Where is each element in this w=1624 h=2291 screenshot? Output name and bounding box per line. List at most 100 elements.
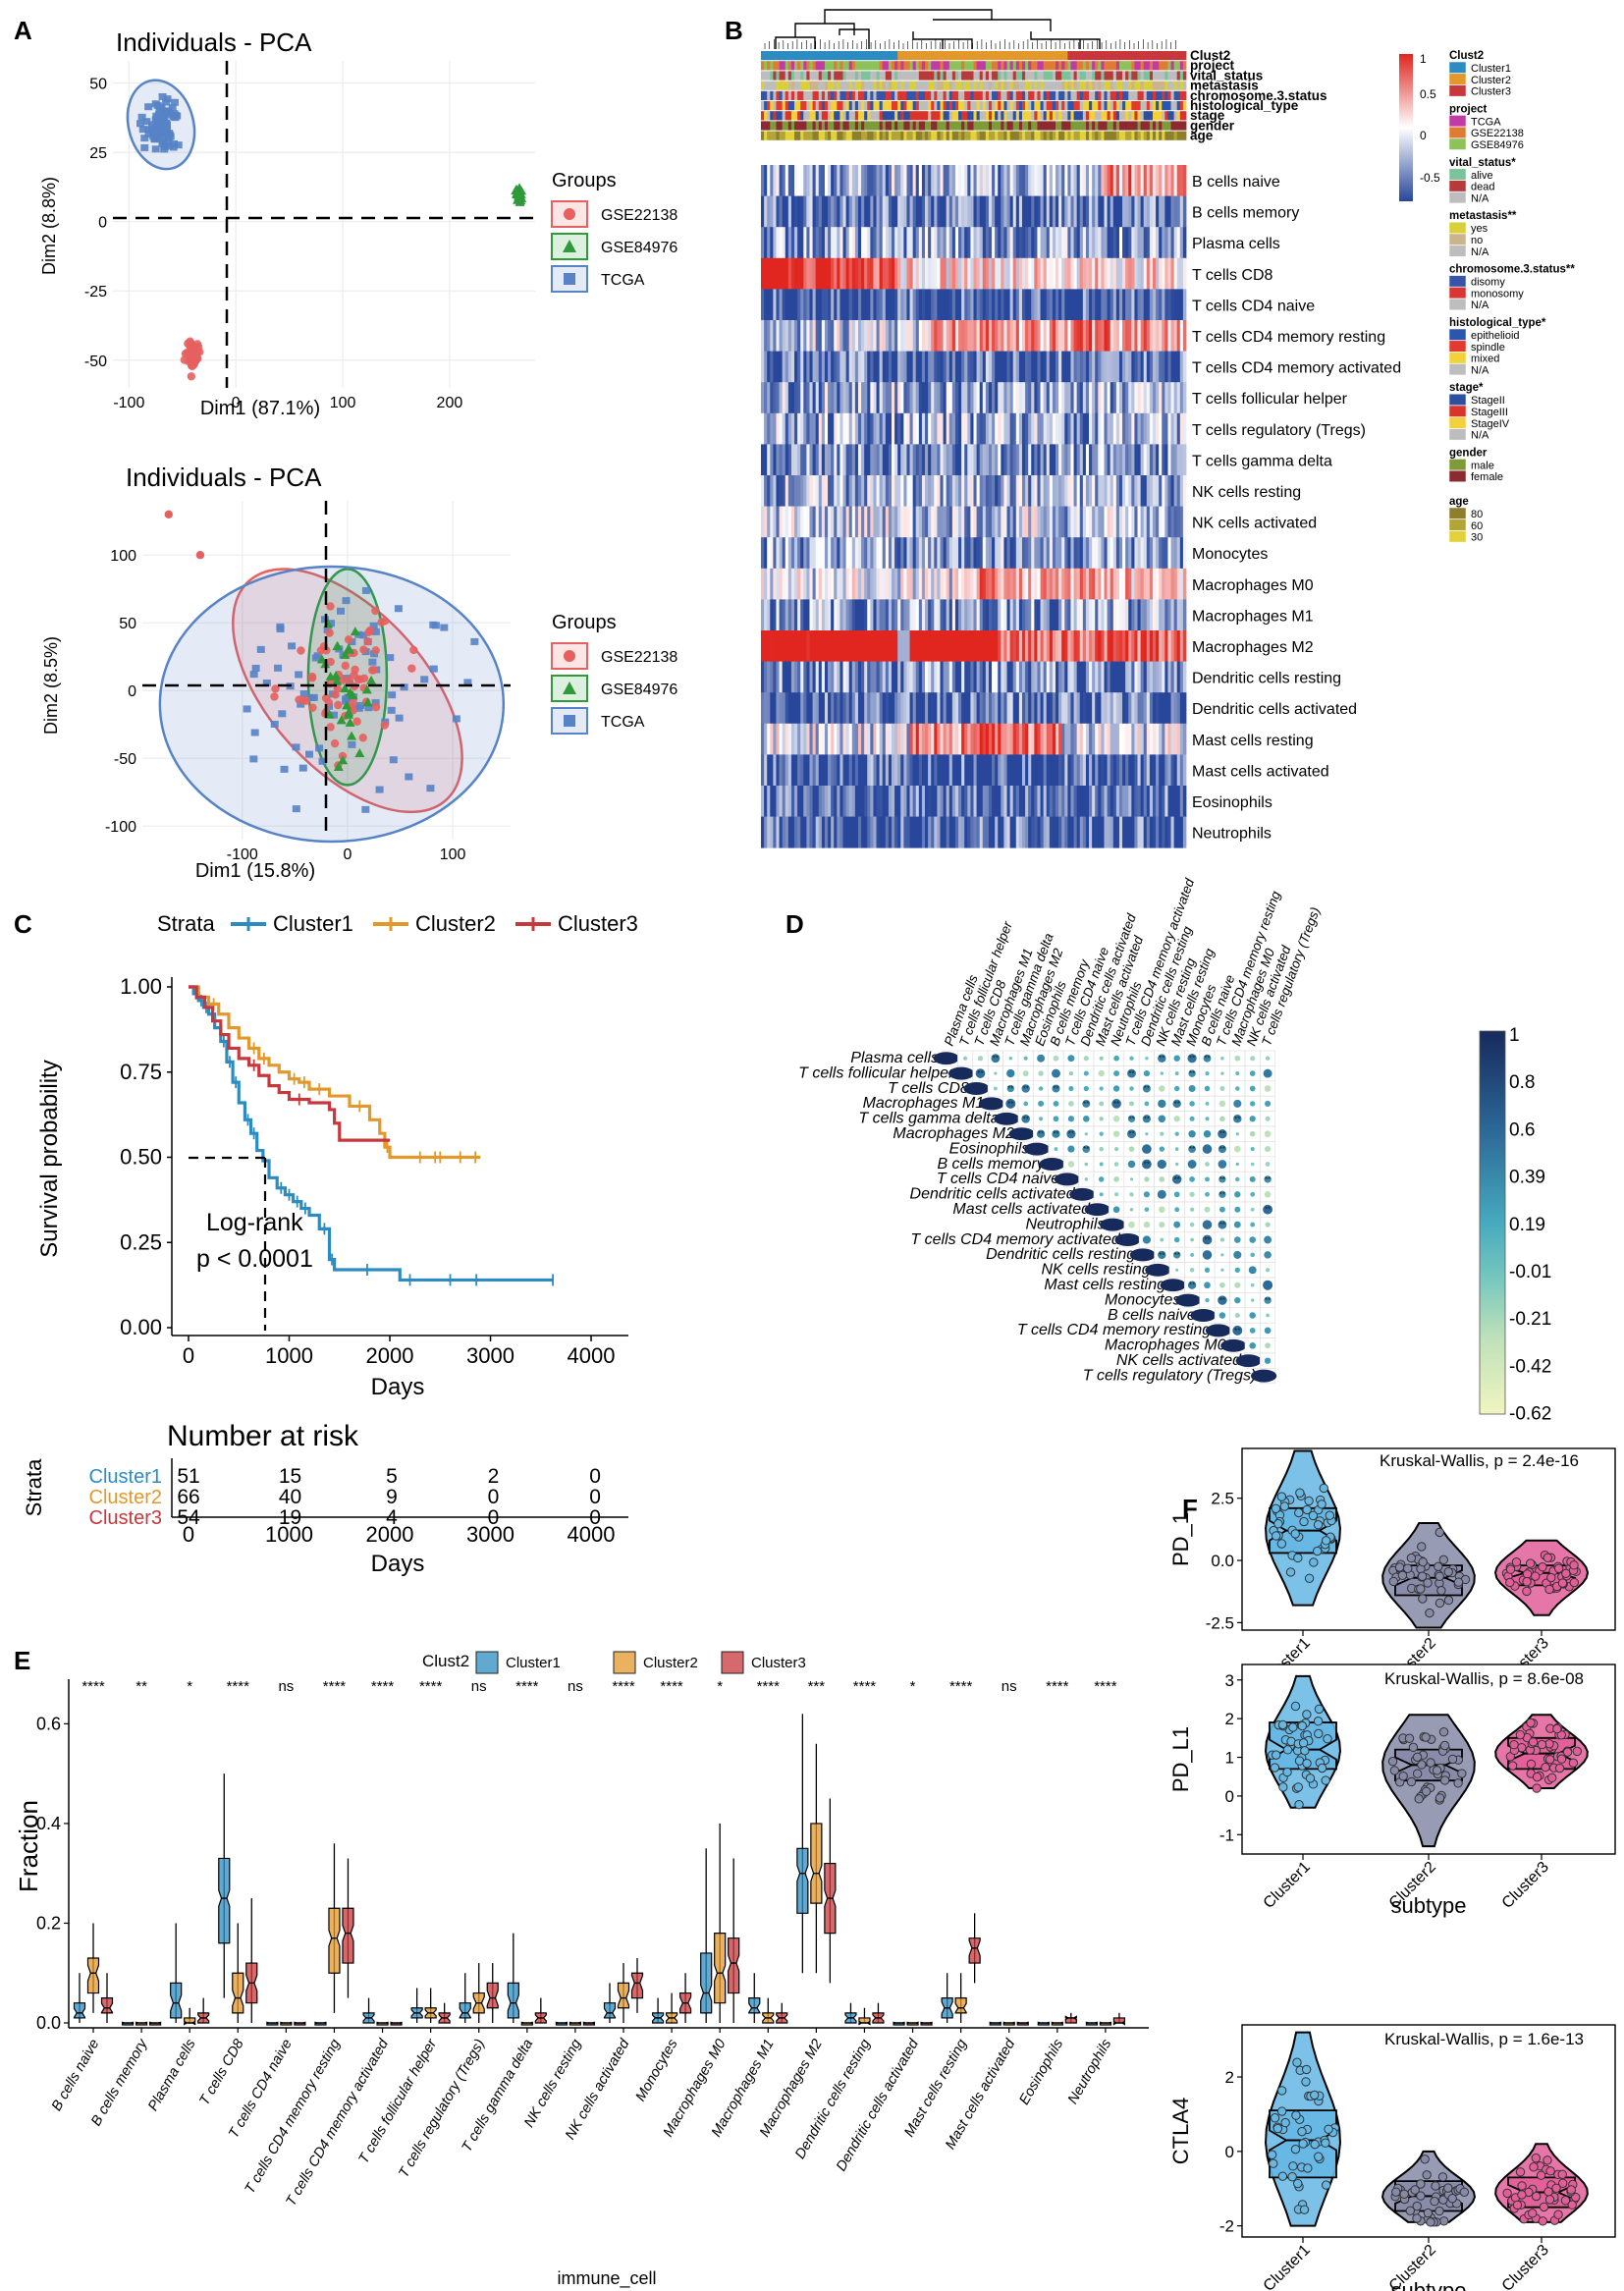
heatmap-cell [1149,661,1154,693]
annotation-cell-stage [1079,111,1084,121]
heatmap-cell [1025,786,1029,817]
heatmap-cell [1101,661,1105,693]
annotation-cell-histological-type [973,101,977,111]
heatmap-cell [946,412,950,445]
heatmap-cell [900,320,904,352]
heatmap-cell [1125,537,1129,570]
heatmap-cell [891,382,895,414]
heatmap-cell [1025,351,1029,383]
heatmap-cell [1128,289,1132,321]
pca-bottom-point-gse22138 [334,700,343,710]
heatmap-cell [1025,692,1029,725]
heatmap-cell [785,754,789,787]
heatmap-cell [976,599,981,631]
heatmap-cell [979,475,984,507]
annotation-cell-vital-status [845,71,850,81]
heatmap-cells [761,165,1187,848]
heatmap-cell [1049,754,1054,787]
heatmap-cell [876,351,881,383]
annotation-cell-gender [867,121,871,131]
heatmap-cell [785,723,789,755]
heatmap-cell [888,165,893,196]
heatmap-cell [1115,754,1120,787]
heatmap-cell [1149,320,1154,352]
heatmap-cell [906,444,910,476]
heatmap-cell [948,320,953,352]
heatmap-cell [1156,630,1160,662]
pca-top-point-tcga [169,139,178,147]
heatmap-cell [925,786,929,817]
heatmap-cell [951,692,956,725]
heatmap-cell [1085,599,1090,631]
annotation-cell-gender [985,121,990,131]
heatmap-cell [770,289,774,321]
heatmap-cell [1173,599,1178,631]
heatmap-cell [1128,630,1132,662]
heatmap-cell [882,568,887,600]
heatmap-cell [1064,786,1068,817]
heatmap-cell [973,412,977,445]
annotation-cell-metastasis [1012,81,1017,90]
heatmap-cell [894,320,898,352]
annotation-cell-histological-type [891,101,895,111]
heatmap-cell [1037,754,1041,787]
heatmap-cell [1170,227,1175,259]
heatmap-cell [1001,412,1004,445]
heatmap-cell [861,165,865,196]
heatmap-cell [879,723,884,755]
annotation-cell-chromosome-3-status [1082,90,1087,100]
annotation-legend-swatch [1448,340,1467,353]
heatmap-cell [906,289,910,321]
heatmap-cell [1034,475,1038,507]
heatmap-cell [1162,320,1165,352]
heatmap-cell [903,382,907,414]
annotation-cell-gender [773,121,777,131]
annotation-cell-vital-status [1134,71,1138,81]
heatmap-cell [1079,568,1084,600]
heatmap-cell [1073,568,1078,600]
annotation-cell-gender [812,121,817,131]
heatmap-cell [1104,506,1108,538]
heatmap-cell [985,320,990,352]
annotation-cell-stage [976,111,981,121]
annotation-cell-histological-type [1001,101,1004,111]
heatmap-cell [958,661,962,693]
heatmap-cell [851,165,856,196]
pca-bottom-xlabel: Dim1 (15.8%) [195,860,315,882]
heatmap-cell [1025,382,1029,414]
heatmap-cell [764,165,768,196]
heatmap-cell [1095,227,1099,259]
annotation-cell-stage [1131,111,1135,121]
heatmap-cell [958,382,962,414]
heatmap-cell [764,289,768,321]
annotation-cell-stage [940,111,944,121]
annotation-cell-metastasis [809,81,813,90]
heatmap-cell [782,382,786,414]
heatmap-cell [845,786,850,817]
annotation-cell-histological-type [812,101,817,111]
annotation-cell-chromosome-3-status [988,90,993,100]
heatmap-cell [1073,351,1078,383]
heatmap-cell [964,475,968,507]
heatmap-cell [1085,412,1090,445]
heatmap-cell [1131,382,1135,414]
heatmap-cell [888,692,893,725]
annotation-cell-clust2 [806,51,810,61]
heatmap-cell [876,475,881,507]
heatmap-cell [1076,351,1081,383]
annotation-cell-vital-status [1167,71,1171,81]
heatmap-cell [864,412,868,445]
annotation-cell-metastasis [797,81,801,90]
heatmap-cell [915,289,920,321]
heatmap-cell [1182,412,1187,445]
annotation-cell-stage [925,111,929,121]
annotation-cell-metastasis [1058,81,1062,90]
heatmap-cell [812,816,817,848]
annotation-cell-project [1025,61,1029,71]
heatmap-cell [1006,816,1011,848]
annotation-cell-age [1056,131,1059,140]
heatmap-cell [1137,630,1142,662]
heatmap-row-label: Macrophages M2 [1192,639,1314,656]
heatmap-cell [928,257,932,290]
annotation-cell-project [761,61,765,71]
